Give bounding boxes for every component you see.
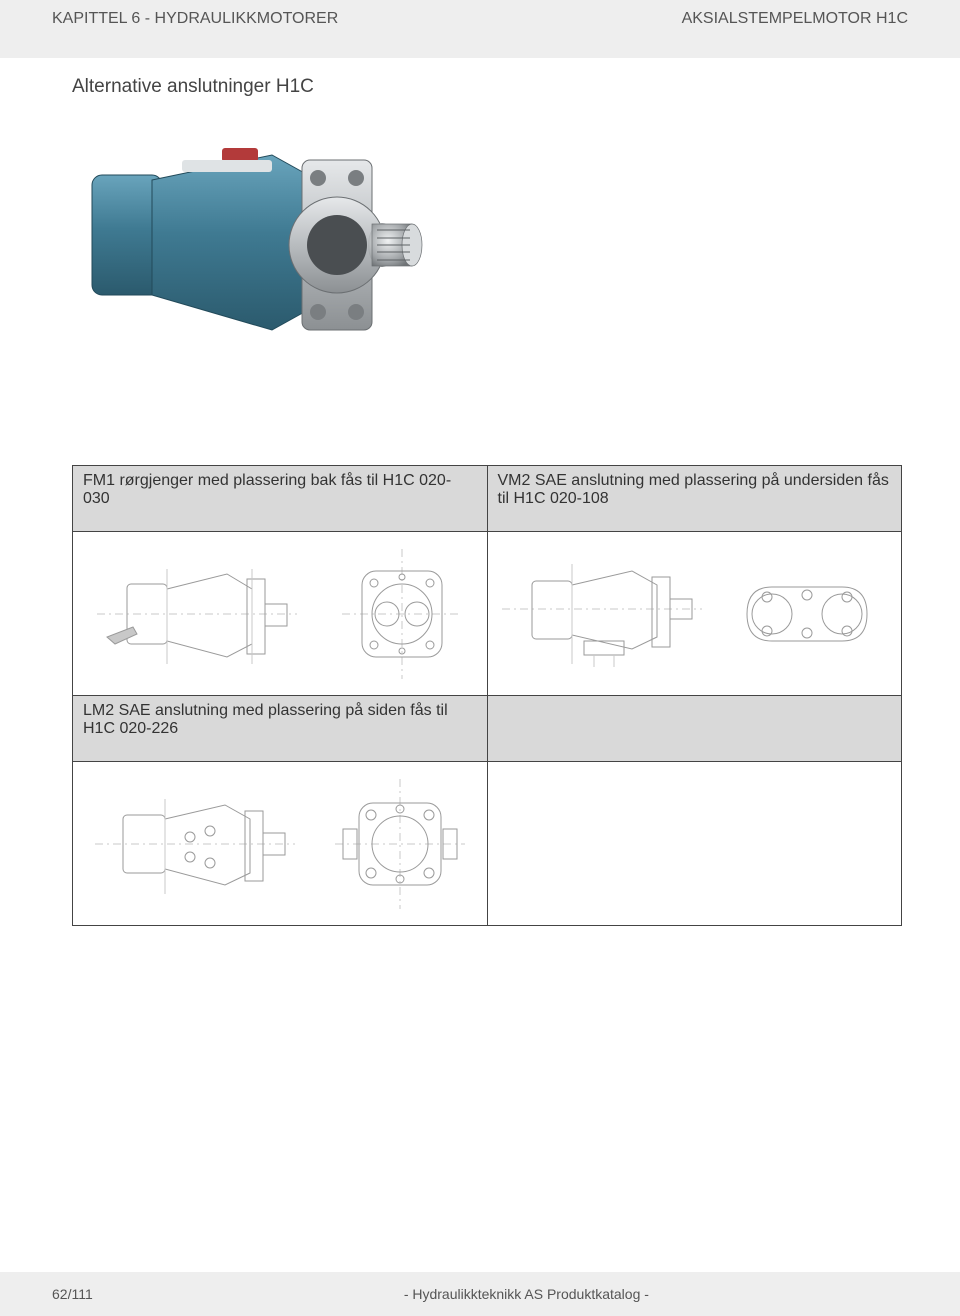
cell-diagram [73,762,488,926]
page-header: KAPITTEL 6 - HYDRAULIKKMOTORER AKSIALSTE… [0,0,960,58]
footer-page-number: 62/111 [0,1286,93,1302]
cell-diagram [487,532,902,696]
vm2-side-diagram-icon [502,549,702,679]
cell-label: LM2 SAE anslutning med plassering på sid… [73,696,488,762]
fm1-side-diagram-icon [97,549,297,679]
lm2-side-diagram-icon [95,779,295,909]
page-footer: 62/111 - Hydraulikkteknikk AS Produktkat… [0,1272,960,1316]
lm2-rear-diagram-icon [335,779,465,909]
table-row [73,762,902,926]
cell-diagram [73,532,488,696]
header-right: AKSIALSTEMPELMOTOR H1C [682,10,908,28]
cell-label: VM2 SAE anslutning med plassering på und… [487,466,902,532]
hydraulic-motor-icon [72,120,432,365]
vm2-flange-diagram-icon [727,569,887,659]
product-photo [72,120,432,365]
connections-table: FM1 rørgjenger med plassering bak fås ti… [72,465,902,926]
footer-center-text: - Hydraulikkteknikk AS Produktkatalog - [93,1286,960,1302]
fm1-rear-diagram-icon [342,549,462,679]
table-row: LM2 SAE anslutning med plassering på sid… [73,696,902,762]
cell-label-empty [487,696,902,762]
table-row: FM1 rørgjenger med plassering bak fås ti… [73,466,902,532]
table-row [73,532,902,696]
page-content: Alternative anslutninger H1C [0,58,960,926]
header-left: KAPITTEL 6 - HYDRAULIKKMOTORER [52,10,338,28]
cell-label: FM1 rørgjenger med plassering bak fås ti… [73,466,488,532]
section-title: Alternative anslutninger H1C [72,76,908,98]
cell-diagram-empty [487,762,902,926]
